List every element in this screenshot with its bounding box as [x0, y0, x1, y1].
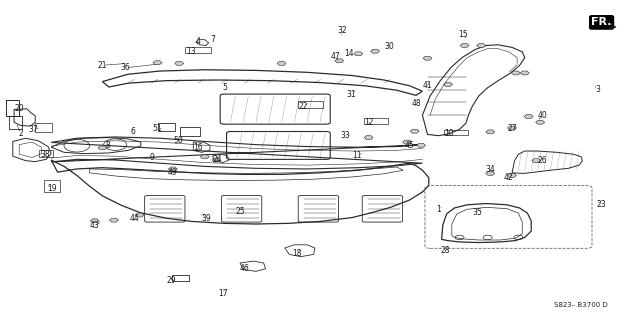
Polygon shape: [153, 61, 162, 65]
Polygon shape: [508, 173, 516, 177]
Polygon shape: [90, 219, 99, 223]
Polygon shape: [410, 129, 419, 133]
Polygon shape: [444, 83, 452, 86]
Text: 18: 18: [292, 249, 301, 258]
Polygon shape: [168, 167, 177, 171]
Text: 46: 46: [239, 264, 250, 273]
Text: 35: 35: [472, 208, 483, 217]
Polygon shape: [371, 49, 380, 53]
Polygon shape: [277, 61, 286, 65]
Text: 2: 2: [18, 129, 23, 138]
Text: 33: 33: [340, 131, 351, 140]
Text: 32: 32: [337, 26, 347, 35]
Text: 6: 6: [131, 127, 136, 136]
Polygon shape: [508, 126, 516, 130]
Text: 42: 42: [503, 173, 513, 182]
Polygon shape: [486, 130, 495, 134]
Text: 34: 34: [485, 165, 495, 174]
Text: 16: 16: [193, 143, 204, 152]
Polygon shape: [175, 61, 184, 65]
Polygon shape: [335, 59, 344, 63]
Text: 50: 50: [173, 136, 183, 145]
Text: 7: 7: [211, 35, 216, 44]
Polygon shape: [511, 71, 520, 75]
Text: 41: 41: [422, 81, 433, 90]
Text: 47: 47: [330, 52, 340, 61]
Polygon shape: [403, 140, 412, 144]
Text: 21: 21: [98, 61, 107, 70]
Text: 22: 22: [299, 102, 308, 111]
Text: 28: 28: [441, 246, 450, 255]
Text: 37: 37: [28, 125, 38, 134]
Text: 31: 31: [346, 90, 356, 99]
Polygon shape: [520, 71, 529, 75]
Text: 27: 27: [507, 124, 517, 133]
Polygon shape: [109, 218, 118, 222]
Text: 12: 12: [364, 118, 373, 127]
Text: 24: 24: [212, 155, 223, 164]
Text: 9: 9: [150, 153, 155, 162]
Polygon shape: [477, 44, 486, 47]
Polygon shape: [98, 146, 107, 150]
Polygon shape: [423, 56, 432, 60]
Text: 4: 4: [196, 37, 201, 46]
Text: 8: 8: [105, 141, 110, 150]
Text: 23: 23: [596, 200, 607, 209]
Text: 10: 10: [444, 129, 454, 138]
Text: 14: 14: [344, 49, 354, 58]
Polygon shape: [486, 172, 495, 175]
Text: 40: 40: [538, 111, 548, 120]
Polygon shape: [200, 155, 209, 159]
Polygon shape: [354, 52, 363, 56]
Text: 45: 45: [404, 141, 415, 150]
Text: 3: 3: [595, 85, 600, 94]
Text: 39: 39: [201, 214, 211, 223]
Text: 11: 11: [353, 151, 362, 160]
Polygon shape: [364, 136, 373, 140]
Polygon shape: [135, 213, 144, 217]
Text: 5: 5: [223, 83, 228, 92]
Text: 20: 20: [14, 104, 24, 113]
Polygon shape: [212, 158, 221, 162]
Text: 30: 30: [384, 42, 394, 51]
Text: 25: 25: [236, 207, 246, 216]
Polygon shape: [532, 159, 541, 163]
Text: S823– B3700 D: S823– B3700 D: [554, 302, 608, 308]
Text: 51: 51: [152, 124, 163, 133]
Polygon shape: [536, 120, 545, 124]
Text: 15: 15: [458, 30, 468, 39]
Text: 36: 36: [120, 63, 131, 72]
Text: 44: 44: [129, 214, 140, 223]
Text: FR.: FR.: [591, 17, 612, 28]
Text: 1: 1: [436, 205, 442, 214]
Polygon shape: [524, 115, 533, 118]
Text: 48: 48: [411, 99, 421, 108]
Text: 43: 43: [90, 221, 100, 230]
Polygon shape: [460, 44, 469, 47]
Text: 49: 49: [168, 168, 178, 177]
Text: 17: 17: [218, 289, 228, 298]
Text: 38: 38: [40, 150, 50, 159]
Polygon shape: [417, 143, 426, 147]
Text: 19: 19: [47, 184, 58, 193]
Text: 26: 26: [538, 156, 548, 164]
Text: 13: 13: [186, 47, 196, 56]
Text: 29: 29: [166, 276, 177, 285]
